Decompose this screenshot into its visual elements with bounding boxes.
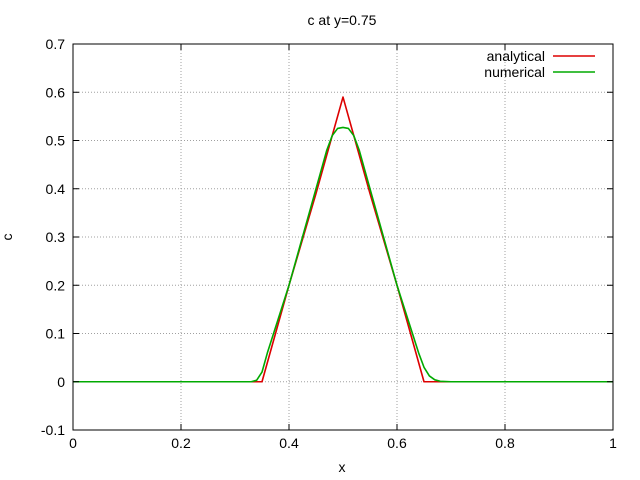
series-lines xyxy=(73,96,613,383)
y-tick-label: 0.7 xyxy=(46,36,66,52)
chart-title: c at y=0.75 xyxy=(308,12,377,28)
x-tick-label: 0.4 xyxy=(279,435,299,451)
legend-label-numerical: numerical xyxy=(484,64,545,80)
series-line-analytical xyxy=(73,96,613,383)
series-line-numerical xyxy=(73,126,613,383)
y-tick-label: 0.6 xyxy=(46,84,66,100)
y-axis-label: c xyxy=(0,234,15,241)
y-tick-label: 0.4 xyxy=(46,181,66,197)
y-tick-label: -0.1 xyxy=(41,422,65,438)
legend-label-analytical: analytical xyxy=(487,48,545,64)
y-tick-label: 0 xyxy=(57,374,65,390)
x-tick-label: 0 xyxy=(69,435,77,451)
x-tick-label: 0.8 xyxy=(495,435,515,451)
y-tick-label: 0.2 xyxy=(46,277,66,293)
grid-lines xyxy=(73,44,613,430)
axes xyxy=(72,43,614,431)
y-tick-label: 0.3 xyxy=(46,229,66,245)
x-axis-label: x xyxy=(339,459,346,475)
x-tick-label: 0.2 xyxy=(171,435,191,451)
x-tick-label: 1 xyxy=(609,435,617,451)
y-tick-label: 0.1 xyxy=(46,326,66,342)
x-tick-label: 0.6 xyxy=(387,435,407,451)
tick-labels: 0 0.2 0.4 0.6 0.8 1-0.100.10.20.30.40.50.60.7 xyxy=(41,36,617,451)
y-tick-label: 0.5 xyxy=(46,133,66,149)
